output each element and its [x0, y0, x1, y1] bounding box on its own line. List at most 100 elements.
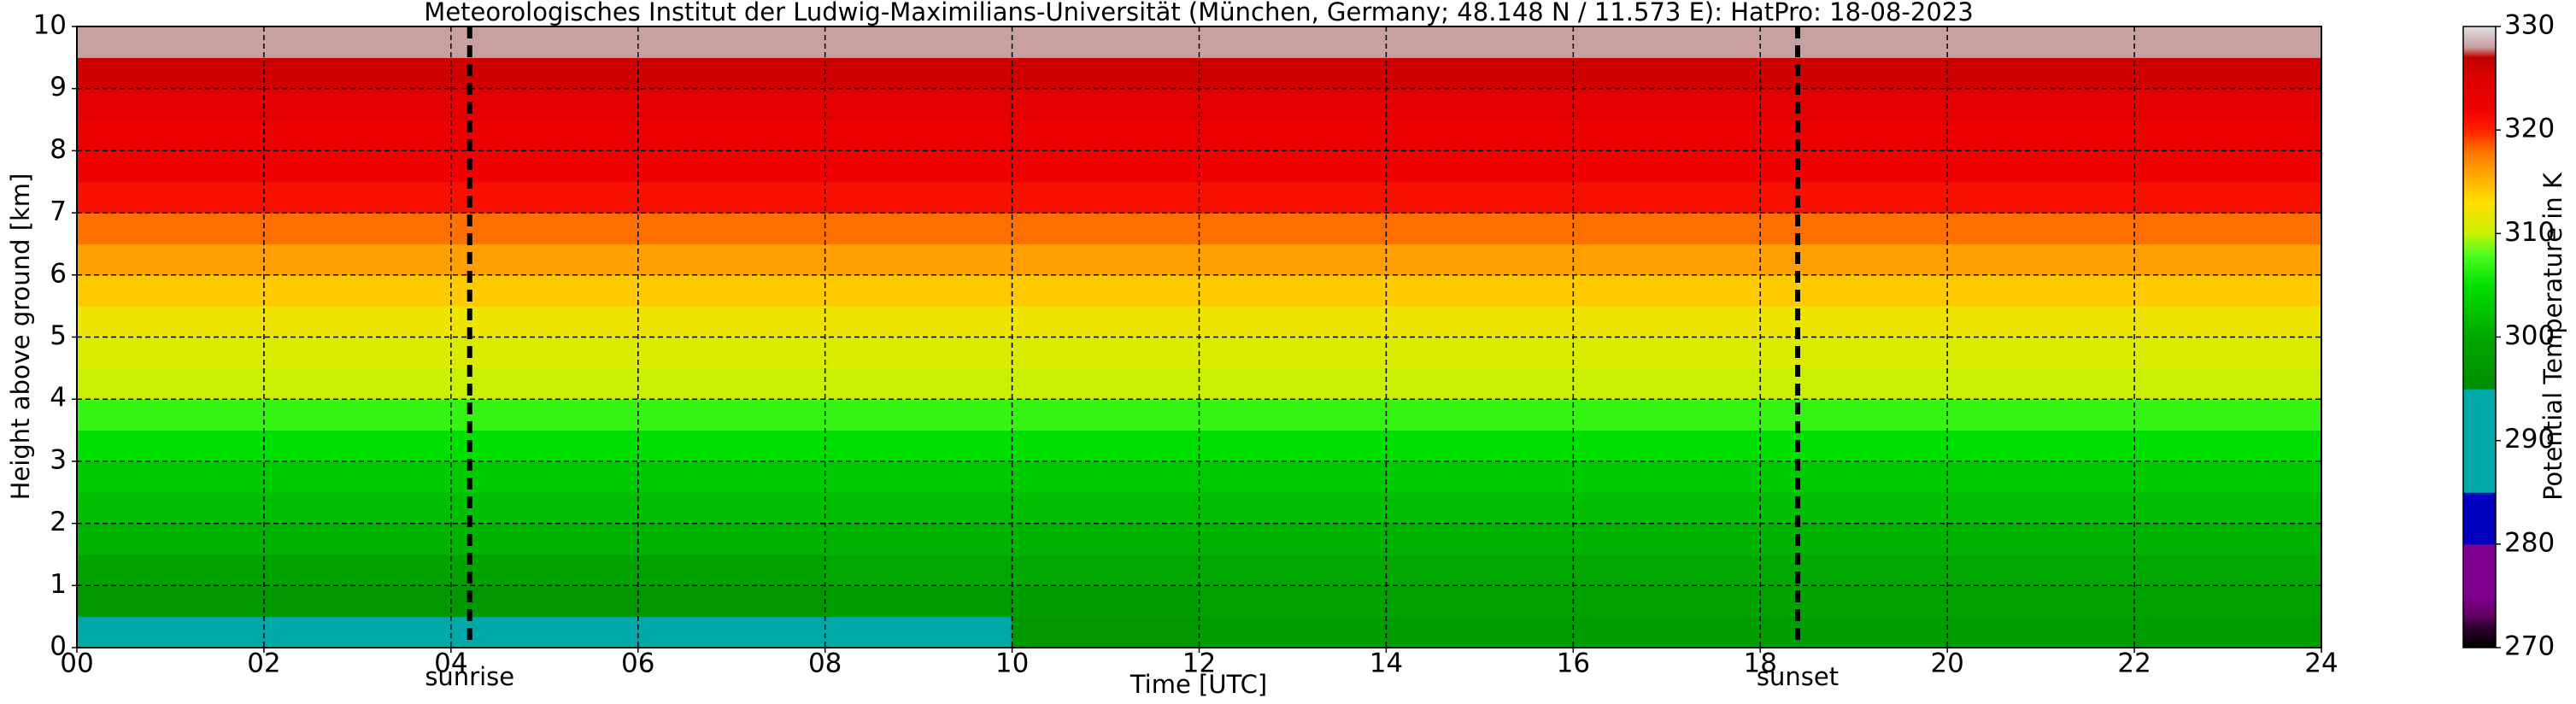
- heat-cell: [263, 120, 452, 151]
- heat-cell: [450, 616, 639, 648]
- heat-cell: [637, 213, 826, 244]
- heat-cell: [637, 461, 826, 493]
- x-tick-label: 10: [995, 648, 1029, 679]
- heat-cell: [824, 26, 1013, 58]
- heat-cell: [1573, 274, 1761, 307]
- heat-cell: [2134, 150, 2322, 183]
- chart-title: Meteorologisches Institut der Ludwig-Max…: [424, 0, 1973, 26]
- heat-cell: [1947, 523, 2135, 555]
- x-tick-label: 22: [2117, 648, 2151, 679]
- heat-cell: [824, 274, 1013, 307]
- colorbar-tick-label: 270: [2504, 631, 2555, 662]
- heat-cell: [1012, 213, 1200, 244]
- heat-cell: [450, 213, 639, 244]
- y-tick-label: 10: [33, 10, 67, 41]
- heat-cell: [77, 585, 265, 618]
- heat-cell: [450, 306, 639, 337]
- heat-cell: [77, 243, 265, 276]
- heat-cell: [1199, 120, 1387, 151]
- heat-cell: [1947, 367, 2135, 400]
- heat-cell: [1947, 306, 2135, 337]
- heat-cell: [1947, 492, 2135, 525]
- heat-cell: [1573, 181, 1761, 214]
- heat-cell: [637, 523, 826, 555]
- heat-cell: [263, 213, 452, 244]
- heat-cell: [1947, 120, 2135, 151]
- heat-cell: [824, 120, 1013, 151]
- heat-cell: [263, 492, 452, 525]
- heat-cell: [450, 523, 639, 555]
- heat-cell: [1199, 585, 1387, 618]
- heat-cell: [77, 461, 265, 493]
- heat-cell: [637, 150, 826, 183]
- heat-cell: [1947, 554, 2135, 586]
- x-tick-label: 02: [247, 648, 280, 679]
- heat-cell: [1012, 181, 1200, 214]
- heat-cell: [824, 88, 1013, 120]
- heat-cell: [637, 585, 826, 618]
- heat-cell: [1573, 150, 1761, 183]
- heat-cell: [824, 585, 1013, 618]
- heat-cell: [824, 243, 1013, 276]
- heat-cell: [1760, 26, 1948, 58]
- heat-cell: [1947, 213, 2135, 244]
- heat-cell: [1199, 461, 1387, 493]
- colorbar-tick-label: 330: [2504, 10, 2555, 41]
- heat-cell: [1573, 461, 1761, 493]
- heat-cell: [1386, 337, 1574, 369]
- heat-cell: [2134, 399, 2322, 431]
- heat-cell: [2134, 430, 2322, 462]
- heat-cell: [824, 337, 1013, 369]
- x-tick-label: 12: [1182, 648, 1216, 679]
- heat-cell: [1573, 57, 1761, 90]
- heat-cell: [637, 120, 826, 151]
- heat-cell: [1386, 399, 1574, 431]
- heat-cell: [1386, 57, 1574, 90]
- heat-cell: [1573, 430, 1761, 462]
- x-tick-label: 20: [1930, 648, 1963, 679]
- heat-cell: [1386, 306, 1574, 337]
- heat-cell: [77, 306, 265, 337]
- heat-cell: [1386, 616, 1574, 648]
- heat-cell: [1199, 306, 1387, 337]
- heat-cell: [1947, 616, 2135, 648]
- heat-cell: [1199, 492, 1387, 525]
- heat-cell: [263, 88, 452, 120]
- heat-cell: [1386, 26, 1574, 58]
- heat-cell: [1760, 523, 1948, 555]
- heat-cell: [1012, 150, 1200, 183]
- heat-cell: [1760, 492, 1948, 525]
- heat-cell: [824, 554, 1013, 586]
- heat-cell: [2134, 88, 2322, 120]
- y-tick-label: 7: [50, 197, 67, 227]
- y-tick-label: 0: [50, 631, 67, 662]
- heat-cell: [1947, 430, 2135, 462]
- heat-cell: [1199, 399, 1387, 431]
- heat-cell: [1199, 88, 1387, 120]
- heat-cell: [77, 554, 265, 586]
- heat-cell: [450, 554, 639, 586]
- heat-cell: [1386, 150, 1574, 183]
- x-tick-label: 06: [621, 648, 654, 679]
- heat-cell: [77, 616, 265, 648]
- heat-cell: [1012, 492, 1200, 525]
- heat-cell: [1012, 26, 1200, 58]
- heat-cell: [2134, 181, 2322, 214]
- heat-cell: [450, 399, 639, 431]
- y-axis-label: Height above ground [km]: [6, 173, 35, 501]
- heat-cell: [637, 243, 826, 276]
- heat-cell: [450, 57, 639, 90]
- heat-cell: [637, 616, 826, 648]
- heat-cell: [450, 150, 639, 183]
- heat-cell: [2134, 57, 2322, 90]
- heat-cell: [1573, 120, 1761, 151]
- heat-cell: [1760, 213, 1948, 244]
- heat-cell: [1573, 585, 1761, 618]
- heat-cell: [1386, 523, 1574, 555]
- heat-cell: [1760, 57, 1948, 90]
- heat-cell: [450, 430, 639, 462]
- heat-cell: [2134, 585, 2322, 618]
- heat-cell: [2134, 461, 2322, 493]
- y-tick-label: 1: [50, 569, 67, 600]
- heat-cell: [1386, 88, 1574, 120]
